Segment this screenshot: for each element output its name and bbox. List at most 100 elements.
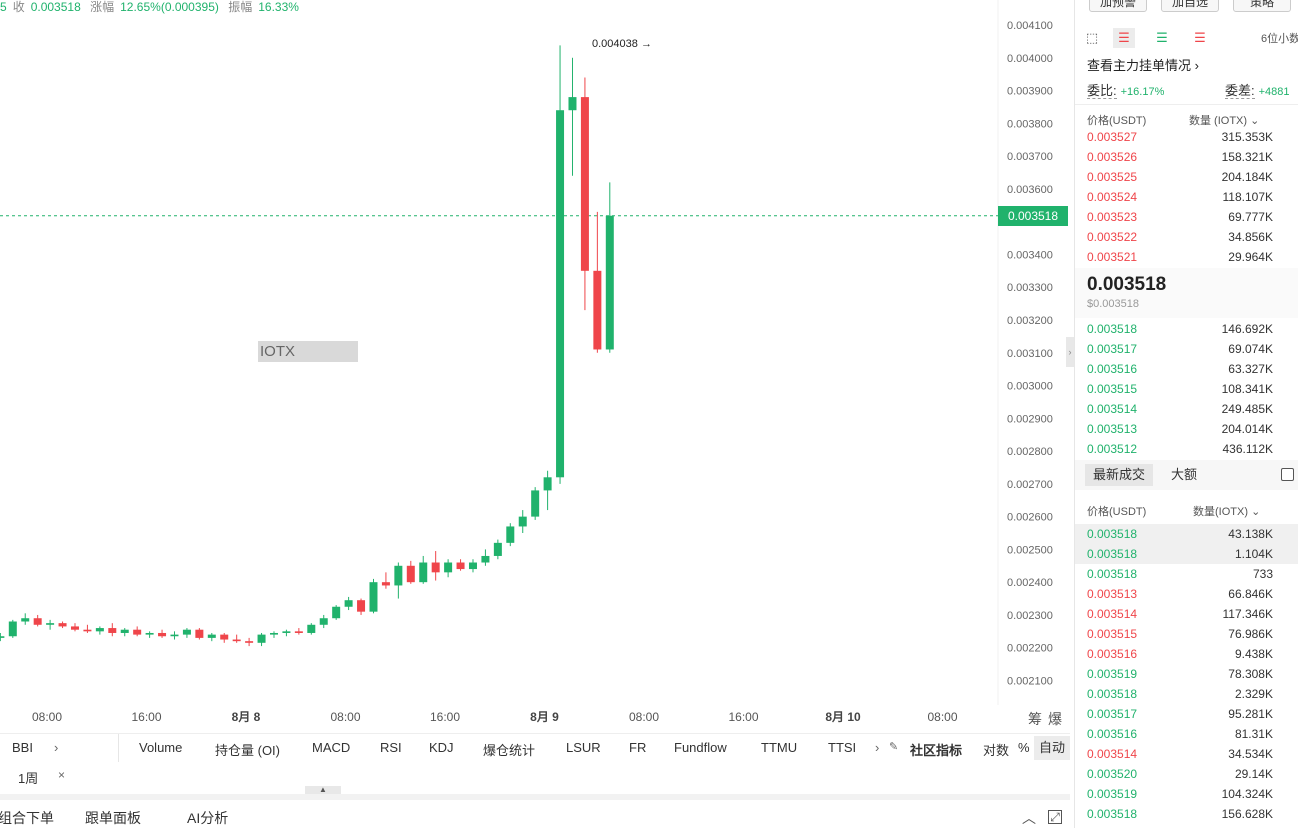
chevron-right-icon[interactable]: › (54, 740, 59, 755)
chip-distribution-icon[interactable]: 筹 (1028, 711, 1048, 727)
row-price: 0.003519 (1087, 787, 1138, 801)
decimals-select[interactable]: 6位小数 (1261, 33, 1298, 45)
row-quantity: 76.986K (1228, 627, 1273, 641)
orderbook-row[interactable]: 0.003512 436.112K (1075, 439, 1298, 459)
trade-tabs: 最新成交 大额 (1075, 460, 1298, 490)
orderbook-row[interactable]: 0.003522 34.856K (1075, 227, 1298, 247)
row-price: 0.003513 (1087, 587, 1138, 601)
change-value: 12.65%(0.000395) (120, 0, 219, 14)
orderbook-row[interactable]: 0.003525 204.184K (1075, 167, 1298, 187)
row-price: 0.003513 (1087, 422, 1138, 436)
row-quantity: 63.327K (1228, 362, 1273, 376)
trade-row[interactable]: 0.003518 156.628K (1075, 804, 1298, 824)
trade-row[interactable]: 0.003516 9.438K (1075, 644, 1298, 664)
trade-row[interactable]: 0.003520 29.14K (1075, 764, 1298, 784)
add-alert-button[interactable]: 加预警 (1089, 0, 1147, 12)
trade-row[interactable]: 0.003517 95.281K (1075, 704, 1298, 724)
indicator-macd[interactable]: MACD (312, 740, 351, 755)
trade-row[interactable]: 0.003516 81.31K (1075, 724, 1298, 744)
log-scale-toggle[interactable]: 对数 (983, 743, 1010, 758)
orderbook-row[interactable]: 0.003523 69.777K (1075, 207, 1298, 227)
indicator-rsi[interactable]: RSI (380, 740, 402, 755)
trade-row[interactable]: 0.003518 2.329K (1075, 684, 1298, 704)
follow-panel-tab[interactable]: 跟单面板 (85, 810, 141, 826)
community-indicators[interactable]: 社区指标 (910, 743, 963, 758)
candle-body (369, 582, 378, 612)
row-price: 0.003514 (1087, 607, 1138, 621)
orderbook-row[interactable]: 0.003517 69.074K (1075, 339, 1298, 359)
candle-body (245, 641, 254, 643)
orderbook-row[interactable]: 0.003524 118.107K (1075, 187, 1298, 207)
row-price: 0.003523 (1087, 210, 1138, 224)
trade-row[interactable]: 0.003518 733 (1075, 564, 1298, 584)
orderbook-row[interactable]: 0.003518 146.692K (1075, 319, 1298, 339)
liquidation-icon[interactable]: 爆 (1048, 711, 1068, 727)
orderbook-qty-header[interactable]: 数量 (IOTX) ⌄ (1189, 112, 1259, 128)
candle-body (593, 270, 602, 350)
indicator-fundflow[interactable]: Fundflow (674, 740, 727, 755)
trade-row[interactable]: 0.003513 66.846K (1075, 584, 1298, 604)
orderbook-row[interactable]: 0.003515 108.341K (1075, 379, 1298, 399)
candle-body (456, 562, 465, 570)
tab-latest-trades[interactable]: 最新成交 (1085, 464, 1154, 486)
candle-body (120, 629, 129, 633)
orderbook-row[interactable]: 0.003513 204.014K (1075, 419, 1298, 439)
panel-top-buttons: 加预警 加自选 策略 (1075, 0, 1298, 12)
divider (1075, 104, 1298, 105)
trade-row[interactable]: 0.003515 76.986K (1075, 624, 1298, 644)
orderbook-row[interactable]: 0.003527 315.353K (1075, 127, 1298, 147)
indicator-lsur[interactable]: LSUR (566, 740, 601, 755)
row-quantity: 66.846K (1228, 587, 1273, 601)
orderbook-row[interactable]: 0.003521 29.964K (1075, 247, 1298, 267)
orderbook-row[interactable]: 0.003516 63.327K (1075, 359, 1298, 379)
mainforce-link[interactable]: 查看主力挂单情况 › (1087, 55, 1199, 74)
row-price: 0.003525 (1087, 170, 1138, 184)
x-tick-label: 8月 8 (232, 710, 261, 724)
trades-qty-header[interactable]: 数量(IOTX) ⌄ (1193, 503, 1260, 519)
row-quantity: 204.014K (1221, 422, 1273, 436)
row-quantity: 146.692K (1221, 322, 1273, 336)
indicator-liquidation[interactable]: 爆仓统计 (483, 743, 536, 758)
trade-row[interactable]: 0.003518 1.104K (1075, 544, 1298, 564)
indicator-ttsi[interactable]: TTSI (828, 740, 857, 755)
expand-panel-icon[interactable]: ▲ (305, 786, 341, 794)
trade-row[interactable]: 0.003519 78.308K (1075, 664, 1298, 684)
indicator-oi[interactable]: 持仓量 (OI) (215, 743, 280, 758)
candle-body (543, 477, 552, 491)
popout-icon[interactable]: ⬚ (1085, 30, 1099, 45)
tab-large-trades[interactable]: 大额 (1171, 467, 1198, 482)
trades-price-header: 价格(USDT) (1087, 506, 1147, 518)
indicator-fr[interactable]: FR (629, 740, 647, 755)
collapse-panel-icon[interactable]: › (1066, 337, 1074, 367)
candle-body (0, 636, 5, 638)
fullscreen-icon[interactable]: ⤢ (1048, 810, 1062, 824)
indicator-bbi[interactable]: BBI (12, 740, 33, 755)
candle-body (257, 634, 266, 643)
close-icon[interactable]: × (58, 768, 66, 782)
chevron-up-icon[interactable]: ︿ (1022, 810, 1036, 826)
trade-row[interactable]: 0.003519 104.324K (1075, 784, 1298, 804)
strategy-button[interactable]: 策略 (1233, 0, 1291, 12)
scroll-right-icon[interactable]: › (875, 740, 880, 755)
indicator-ttmu[interactable]: TTMU (761, 740, 798, 755)
candlestick-chart[interactable]: 0.004100 0.004000 0.003900 0.003800 0.003700… (0, 0, 1070, 732)
percent-scale-toggle[interactable]: % (1018, 740, 1030, 755)
orderbook-bids-icon[interactable]: ☰ (1156, 30, 1168, 45)
auto-scale-button[interactable]: 自动 (1034, 736, 1070, 760)
orderbook-row[interactable]: 0.003514 249.485K (1075, 399, 1298, 419)
orderbook-both-icon[interactable]: ☰ (1113, 28, 1135, 48)
trade-row[interactable]: 0.003514 34.534K (1075, 744, 1298, 764)
trade-row[interactable]: 0.003518 43.138K (1075, 524, 1298, 544)
orderbook-row[interactable]: 0.003526 158.321K (1075, 147, 1298, 167)
combo-order-tab[interactable]: 组合下单 (0, 810, 54, 826)
ai-analysis-tab[interactable]: AI分析 (187, 810, 229, 826)
trade-row[interactable]: 0.003514 117.346K (1075, 604, 1298, 624)
indicator-volume[interactable]: Volume (139, 740, 183, 755)
add-watchlist-button[interactable]: 加自选 (1161, 0, 1219, 12)
large-trades-checkbox[interactable] (1281, 468, 1294, 481)
period-tab-1w[interactable]: 1周 (18, 771, 39, 786)
y-tick-label: 0.004100 (1007, 20, 1053, 32)
indicator-kdj[interactable]: KDJ (429, 740, 454, 755)
edit-icon[interactable]: ✎ (889, 741, 899, 753)
orderbook-asks-icon[interactable]: ☰ (1194, 30, 1206, 45)
